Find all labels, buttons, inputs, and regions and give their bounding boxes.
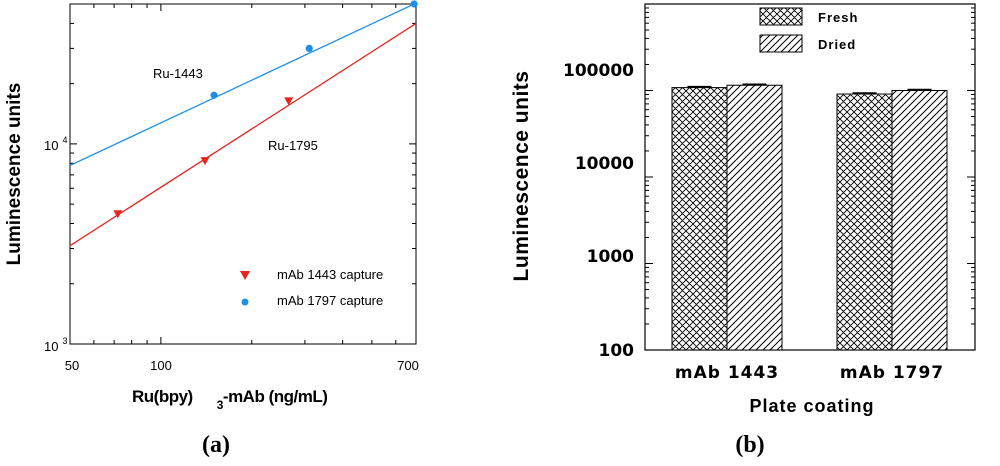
legend-label-dried: Dried (818, 37, 856, 52)
annotation-ru-1795: Ru-1795 (268, 138, 318, 153)
panel-a-plot-frame (69, 3, 417, 345)
bar-fresh-2 (836, 93, 893, 351)
panel-a-caption: (a) (202, 432, 230, 458)
data-point-series-2-2 (305, 44, 313, 52)
panel-a-y-axis-label: Luminescence units (4, 83, 25, 266)
panel-a-x-label-main: Ru(bpy) (132, 387, 193, 406)
panel-a-y-tick-1e3-exp: 3 (62, 336, 67, 346)
legend-label-fresh: Fresh (818, 10, 858, 25)
legend-crosshatch-swatch-icon (759, 7, 803, 26)
panel-b-ticks (645, 3, 975, 351)
data-point-series-2-3 (410, 0, 418, 8)
data-point-series-1-1 (113, 210, 123, 219)
panel-b-x-tick-mab-1443: mAb 1443 (675, 363, 779, 383)
fit-line-series-1 (69, 22, 417, 247)
data-point-series-1-3 (284, 97, 294, 106)
panel-a-x-tick-100: 100 (150, 358, 172, 373)
panel-a-x-tick-700: 700 (397, 358, 419, 373)
panel-b-y-tick-100000: 100000 (563, 61, 634, 81)
bar-fresh-1 (671, 87, 728, 351)
panel-a-y-tick-1e4-base: 10 (44, 138, 58, 153)
bar-dried-2 (891, 90, 948, 351)
panel-a-legend: mAb 1443 capture mAb 1797 capture (240, 267, 383, 308)
panel-b-legend: Fresh Dried (759, 7, 858, 53)
panel-a-y-tick-1e3: 10 3 (44, 336, 67, 354)
panel-a-data-points (113, 0, 418, 219)
panel-a-x-tick-50: 50 (65, 358, 79, 373)
panel-b-y-tick-10000: 10000 (575, 154, 634, 174)
panel-a-x-label-sub: 3 (217, 398, 224, 412)
panel-a-x-axis-label: Ru(bpy) 3-mAb (ng/mL) (132, 387, 327, 412)
data-point-series-1-2 (200, 157, 210, 166)
legend-circle-icon (241, 298, 249, 306)
legend-label-mab-1443: mAb 1443 capture (277, 267, 383, 282)
legend-label-mab-1797: mAb 1797 capture (277, 293, 383, 308)
panel-a-fit-lines (69, 3, 417, 247)
panel-a-y-tick-1e4-exp: 4 (62, 135, 67, 145)
panel-a-y-tick-1e3-base: 10 (44, 339, 58, 354)
legend-triangle-down-icon (240, 271, 250, 280)
panel-b-y-tick-100: 100 (599, 341, 635, 361)
panel-b-x-axis-label: Plate coating (749, 396, 874, 416)
fit-line-series-2 (69, 3, 415, 167)
panel-a: 50 100 700 10 4 10 3 Ru(bpy) 3-mAb (ng/mL) … (4, 0, 419, 458)
legend-diagonal-swatch-icon (759, 34, 803, 53)
panel-b: 100 1000 10000 100000 mAb 1443 mAb 1797 … (510, 3, 976, 458)
panel-b-x-tick-mab-1797: mAb 1797 (840, 363, 944, 383)
data-point-series-2-1 (210, 91, 218, 99)
panel-a-x-label-rest: -mAb (ng/mL) (223, 387, 327, 406)
panel-b-bars (671, 83, 948, 351)
panel-a-y-tick-1e4: 10 4 (44, 135, 67, 153)
panel-b-caption: (b) (735, 432, 764, 458)
bar-dried-1 (726, 84, 783, 351)
panel-b-y-tick-1000: 1000 (587, 247, 634, 267)
panel-b-y-axis-label: Luminescence units (510, 71, 533, 282)
annotation-ru-1443: Ru-1443 (153, 66, 203, 81)
